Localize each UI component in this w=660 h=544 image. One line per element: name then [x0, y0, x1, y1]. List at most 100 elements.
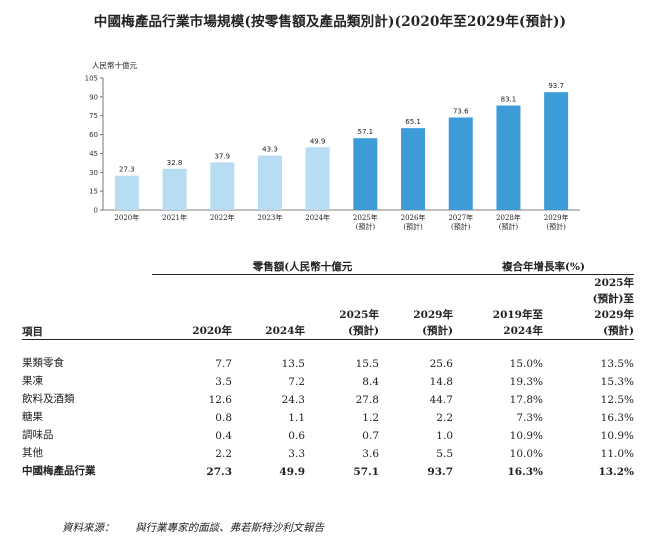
col-header-2024: 2024年 [232, 274, 305, 340]
col-header-cagr2-line1: 2025年 [594, 277, 634, 289]
col-header-2029-line1: 2029年 [413, 309, 453, 321]
x-tick-label: (預計) [451, 222, 471, 231]
row-label: 調味品 [22, 429, 54, 441]
table-cell: 15.3% [600, 376, 634, 388]
source-label: 資料來源： [62, 522, 115, 534]
table-cell: 13.5 [281, 358, 305, 370]
table-cell: 49.9 [279, 466, 305, 478]
row-label: 其他 [22, 447, 43, 459]
bar [210, 162, 235, 210]
col-header-item: 項目 [22, 274, 152, 340]
table-cell: 44.7 [429, 394, 453, 406]
value-label: 73.6 [453, 107, 469, 115]
table-cell: 57.1 [353, 466, 379, 478]
table-row: 中國梅產品行業 27.3 49.9 57.1 93.7 16.3% 13.2% [22, 460, 634, 478]
col-header-2025-line2: (預計) [348, 325, 379, 337]
value-label: 37.9 [214, 152, 230, 160]
col-header-cagr2: 2025年 (預計)至 2029年 (預計) [543, 274, 634, 340]
table-cell: 2.2 [215, 448, 232, 460]
x-tick-label: 2022年 [210, 213, 235, 222]
table-cell: 25.6 [429, 358, 453, 370]
row-label: 糖果 [22, 411, 43, 423]
value-label: 49.9 [310, 137, 326, 145]
table-cell: 19.3% [509, 376, 543, 388]
table-row: 糖果 0.8 1.1 1.2 2.2 7.3% 16.3% [22, 406, 634, 424]
table-cell: 3.6 [362, 448, 379, 460]
col-header-2029: 2029年 (預計) [379, 274, 453, 340]
bar [257, 155, 282, 210]
y-tick-label: 90 [89, 93, 98, 101]
x-tick-label: 2024年 [305, 213, 330, 222]
bar [353, 138, 378, 210]
value-label: 57.1 [358, 128, 374, 136]
table-cell: 8.4 [362, 376, 379, 388]
table-cell: 12.6 [208, 394, 232, 406]
bar [114, 175, 139, 210]
table-row: 果類零食 7.7 13.5 15.5 25.6 15.0% 13.5% [22, 352, 634, 370]
table-row: 飲料及酒類 12.6 24.3 27.8 44.7 17.8% 12.5% [22, 388, 634, 406]
y-tick-label: 75 [89, 112, 98, 120]
y-unit-label: 人民幣十億元 [92, 60, 137, 70]
y-tick-label: 30 [89, 169, 98, 177]
table-cell: 3.3 [288, 448, 305, 460]
x-tick-label: 2029年 [544, 213, 569, 222]
group-header-retail: 零售額(人民幣十億元 [152, 254, 453, 275]
table-cell: 27.3 [206, 466, 232, 478]
value-label: 32.8 [167, 159, 183, 167]
row-label: 中國梅產品行業 [22, 465, 96, 477]
table-cell: 7.2 [288, 376, 305, 388]
table-cell: 1.1 [288, 412, 305, 424]
col-header-cagr1: 2019年至 2024年 [453, 274, 543, 340]
table-cell: 12.5% [600, 394, 634, 406]
bar [162, 168, 187, 210]
table-cell: 27.8 [355, 394, 379, 406]
row-label: 果類零食 [22, 357, 64, 369]
bar [448, 117, 473, 210]
col-header-cagr1-line2: 2024年 [503, 325, 543, 337]
col-header-cagr2-line3: 2029年 [594, 309, 634, 321]
table-cell: 1.2 [362, 412, 379, 424]
x-tick-label: 2026年 [401, 213, 426, 222]
data-table: 零售額(人民幣十億元 複合年增長率(%) 項目 2020年 2024年 2025… [22, 254, 634, 478]
x-tick-label: 2020年 [114, 213, 139, 222]
value-label: 27.3 [119, 166, 135, 174]
x-tick-label: 2027年 [448, 213, 473, 222]
table-cell: 16.3% [600, 412, 634, 424]
col-header-cagr2-line4: (預計) [603, 325, 634, 337]
value-label: 65.1 [405, 118, 421, 126]
x-tick-label: 2023年 [258, 213, 283, 222]
bar-chart: 人民幣十億元 0 15 30 45 60 75 90 105 27.3 2020年 32.8 202… [85, 60, 580, 231]
table-cell: 11.0% [600, 448, 634, 460]
page-title: 中國梅產品行業市場規模(按零售額及產品類別計)(2020年至2029年(預計)) [93, 14, 567, 30]
table-cell: 7.7 [215, 358, 232, 370]
table-cell: 17.8% [509, 394, 543, 406]
table-cell: 16.3% [507, 466, 543, 478]
table-cell: 0.4 [215, 430, 232, 442]
table-cell: 13.2% [598, 466, 634, 478]
table-row: 其他 2.2 3.3 3.6 5.5 10.0% 11.0% [22, 442, 634, 460]
col-header-2029-line2: (預計) [422, 325, 453, 337]
col-header-2025-line1: 2025年 [339, 309, 379, 321]
bar [496, 105, 521, 210]
value-label: 93.7 [548, 82, 564, 90]
group-header-cagr: 複合年增長率(%) [453, 254, 634, 275]
table-cell: 1.0 [436, 430, 453, 442]
col-header-cagr2-line2: (預計)至 [592, 293, 634, 305]
table-cell: 10.9% [600, 430, 634, 442]
col-header-2020: 2020年 [152, 274, 232, 340]
x-tick-label: 2028年 [496, 213, 521, 222]
table-cell: 3.5 [215, 376, 232, 388]
bars: 27.3 2020年 32.8 2021年 37.9 2022年 43.3 2023年 49.9… [114, 82, 568, 231]
table-row: 調味品 0.4 0.6 0.7 1.0 10.9% 10.9% [22, 424, 634, 442]
x-tick-label: (預計) [356, 222, 376, 231]
x-tick-label: (預計) [403, 222, 423, 231]
y-tick-label: 15 [89, 188, 98, 196]
y-ticks: 0 15 30 45 60 75 90 105 [85, 75, 103, 215]
table-cell: 0.7 [362, 430, 379, 442]
table-body: 果類零食 7.7 13.5 15.5 25.6 15.0% 13.5% 果凍 3.5 7.2 8.4… [22, 352, 634, 478]
table-cell: 93.7 [427, 466, 453, 478]
col-header-cagr1-line1: 2019年至 [492, 309, 543, 321]
table-cell: 14.8 [429, 376, 453, 388]
bar [305, 147, 330, 210]
x-tick-label: (預計) [499, 222, 519, 231]
